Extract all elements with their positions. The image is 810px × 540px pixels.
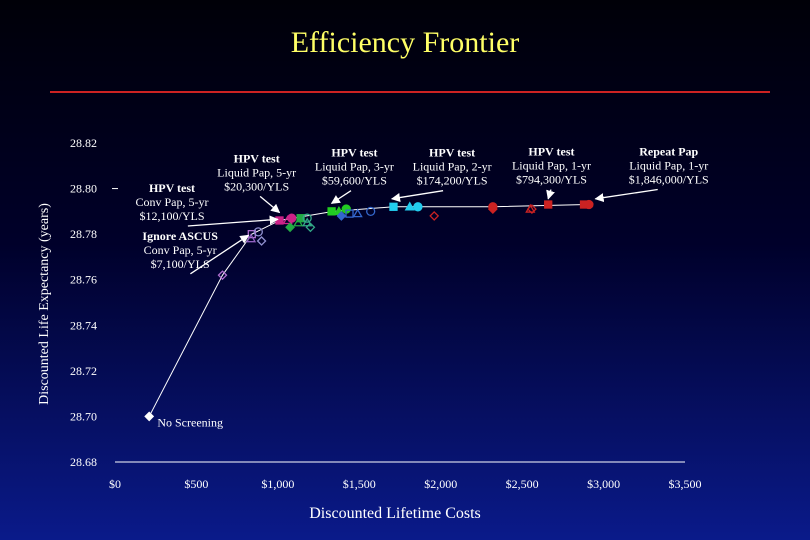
- y-tick-label: 28.76: [70, 273, 97, 287]
- title-divider: [50, 91, 770, 93]
- frontier-polyline: [148, 204, 588, 417]
- data-point-diamond: [526, 204, 537, 214]
- annotation-line: $174,200/YLS: [417, 174, 488, 188]
- data-point-circle: [253, 227, 263, 237]
- annotation-arrow: [594, 188, 658, 203]
- data-point-diamond: [429, 210, 440, 221]
- annotation-line: $20,300/YLS: [224, 179, 289, 193]
- data-point-diamond: [144, 411, 155, 422]
- annotation-line: Conv Pap, 5-yr: [144, 243, 217, 257]
- annotation-line: Liquid Pap, 2-yr: [413, 160, 492, 174]
- x-tick-label: $3,500: [669, 477, 702, 491]
- x-tick-label: $3,000: [587, 477, 620, 491]
- x-tick-label: $500: [184, 477, 208, 491]
- annotation-line: HPV test: [331, 146, 377, 160]
- y-tick-label: 28.68: [70, 455, 97, 469]
- y-tick-label: 28.72: [70, 364, 97, 378]
- annotation-arrow: [546, 189, 555, 200]
- data-point-diamond: [305, 222, 316, 233]
- y-tick-label: 28.70: [70, 409, 97, 423]
- data-point-diamond: [256, 236, 267, 246]
- annotation-line: HPV test: [528, 145, 574, 159]
- data-point-square: [327, 207, 336, 216]
- annotation: No Screening: [157, 416, 223, 430]
- annotation-line: $794,300/YLS: [516, 173, 587, 187]
- data-point-circle: [584, 199, 594, 210]
- annotation-arrow: [259, 195, 281, 214]
- annotation-line: $59,600/YLS: [322, 174, 387, 188]
- data-point-square: [389, 202, 398, 211]
- x-tick-label: $2,000: [424, 477, 457, 491]
- annotation-line: $7,100/YLS: [151, 257, 210, 271]
- y-tick-label: 28.74: [70, 318, 97, 332]
- x-tick-label: $2,500: [506, 477, 539, 491]
- y-tick-label: 28.80: [70, 182, 97, 196]
- annotation-line: No Screening: [157, 416, 223, 430]
- y-axis-label: Discounted Life Expectancy (years): [37, 203, 52, 405]
- data-point-diamond: [217, 270, 228, 281]
- data-point-circle: [287, 213, 297, 223]
- annotation-line: HPV test: [149, 181, 195, 195]
- annotation-arrow: [330, 190, 352, 204]
- annotation-arrow: [187, 215, 279, 227]
- annotation-line: $12,100/YLS: [139, 209, 204, 223]
- annotation-line: Liquid Pap, 5-yr: [217, 165, 296, 179]
- data-point-square: [544, 200, 553, 209]
- annotation-line: Repeat Pap: [639, 145, 698, 159]
- annotation-line: Liquid Pap, 1-yr: [629, 159, 708, 173]
- data-point-circle: [366, 206, 376, 217]
- data-point-circle: [413, 202, 423, 212]
- x-tick-label: $0: [109, 477, 121, 491]
- annotation-line: Ignore ASCUS: [142, 229, 218, 243]
- data-point-circle: [302, 213, 312, 223]
- axes: [112, 188, 685, 463]
- x-axis-label: Discounted Lifetime Costs: [309, 505, 481, 522]
- data-point-diamond: [285, 222, 295, 233]
- chart-title: Efficiency Frontier: [290, 26, 520, 59]
- annotation-line: Conv Pap, 5-yr: [136, 195, 209, 209]
- data-point-triangle: [404, 201, 415, 211]
- frontier-line: [148, 204, 588, 417]
- annotation-line: $1,846,000/YLS: [629, 173, 709, 187]
- annotation-line: Liquid Pap, 1-yr: [512, 159, 591, 173]
- annotation-line: HPV test: [429, 146, 475, 160]
- x-tick-label: $1,000: [261, 477, 294, 491]
- annotation-line: Liquid Pap, 3-yr: [315, 160, 394, 174]
- data-point-circle: [488, 202, 498, 212]
- tick-labels: $0 $500 $1,000 $1,500 $2,000 $2,500 $3,000 $3,5…: [70, 136, 702, 491]
- data-point-square: [275, 216, 284, 225]
- annotation-arrow: [190, 234, 250, 275]
- annotation-arrow: [390, 190, 444, 203]
- data-point-triangle: [352, 208, 363, 218]
- data-point-square: [296, 214, 305, 223]
- x-tick-label: $1,500: [343, 477, 376, 491]
- y-tick-label: 28.78: [70, 227, 97, 241]
- y-tick-label: 28.82: [70, 136, 97, 150]
- data-point-square: [345, 209, 354, 218]
- data-point-diamond: [336, 210, 347, 221]
- annotation-line: HPV test: [234, 151, 280, 165]
